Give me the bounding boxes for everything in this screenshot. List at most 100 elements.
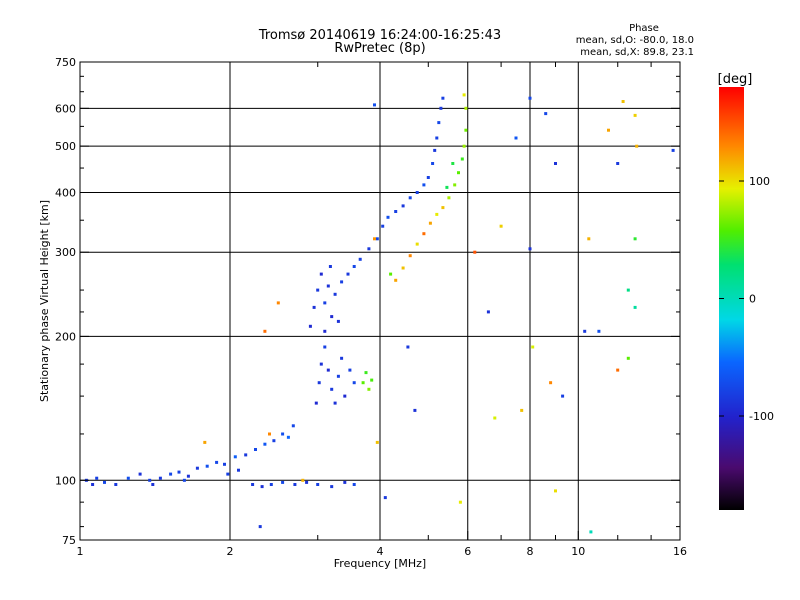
o-mode-point	[441, 96, 445, 100]
o-mode-point	[346, 272, 350, 276]
o-mode-point	[281, 480, 285, 484]
o-mode-point	[177, 470, 181, 474]
o-mode-point	[336, 319, 340, 323]
o-mode-point	[435, 136, 439, 140]
o-mode-point	[348, 368, 352, 372]
x-mode-point	[633, 305, 637, 309]
x-mode-point	[462, 144, 466, 148]
o-mode-point	[103, 480, 106, 484]
x-mode-point	[589, 530, 593, 534]
x-mode-point	[394, 278, 398, 282]
x-mode-point	[633, 113, 637, 117]
x-mode-point	[587, 237, 591, 241]
x-mode-point	[473, 250, 477, 254]
x-mode-point	[626, 356, 630, 360]
x-tick-label: 10	[571, 545, 585, 558]
o-mode-point	[583, 329, 587, 333]
o-mode-point	[343, 480, 347, 484]
o-mode-point	[671, 148, 675, 152]
o-mode-point	[226, 472, 230, 476]
x-mode-point	[370, 378, 374, 382]
o-mode-point	[215, 460, 219, 464]
o-mode-point	[375, 237, 379, 241]
o-mode-point	[408, 196, 412, 200]
o-mode-point	[326, 284, 330, 288]
y-tick-label: 300	[55, 246, 76, 259]
x-mode-point	[268, 432, 271, 436]
x-mode-point	[373, 237, 376, 241]
x-mode-point	[441, 206, 445, 210]
o-mode-point	[263, 442, 267, 446]
x-mode-point	[367, 387, 371, 391]
o-mode-point	[433, 148, 437, 152]
o-mode-point	[528, 96, 532, 100]
x-tick-label: 4	[377, 545, 384, 558]
o-mode-point	[316, 288, 320, 292]
x-mode-point	[633, 237, 637, 241]
o-mode-point	[237, 468, 240, 472]
o-mode-point	[95, 476, 99, 480]
o-mode-point	[269, 483, 273, 486]
chart-title: Tromsø 20140619 16:24:00-16:25:43	[258, 28, 501, 43]
x-mode-point	[276, 301, 280, 305]
stats-x-mode: mean, sd,X: 89.8, 23.1	[580, 47, 694, 58]
o-mode-point	[431, 162, 435, 165]
scatter-points	[84, 93, 675, 534]
x-mode-point	[458, 500, 462, 504]
o-mode-point	[91, 483, 95, 486]
o-mode-point	[340, 280, 344, 284]
o-mode-point	[260, 485, 264, 489]
o-mode-point	[195, 466, 199, 470]
x-mode-point	[301, 478, 305, 482]
o-mode-point	[383, 496, 387, 500]
o-mode-point	[367, 247, 371, 251]
o-mode-point	[333, 401, 337, 405]
x-mode-point	[616, 368, 620, 372]
o-mode-point	[312, 305, 316, 309]
x-mode-point	[447, 196, 451, 200]
o-mode-point	[114, 483, 118, 486]
o-mode-point	[293, 483, 297, 486]
o-mode-point	[616, 162, 620, 165]
x-mode-point	[549, 381, 553, 385]
o-mode-point	[319, 272, 323, 276]
y-axis-label: Stationary phase Virtual Height [km]	[38, 200, 51, 402]
o-mode-point	[381, 224, 385, 228]
colorbar-label: [deg]	[718, 72, 753, 87]
stats-o-mode: mean, sd,O: -80.0, 18.0	[576, 35, 694, 46]
x-mode-point	[457, 171, 460, 175]
o-mode-point	[514, 136, 518, 140]
x-mode-point	[203, 440, 207, 444]
o-mode-point	[223, 462, 226, 466]
o-mode-point	[333, 292, 337, 296]
o-mode-point	[254, 448, 257, 451]
y-tick-label: 600	[55, 102, 76, 115]
x-mode-point	[435, 212, 439, 216]
o-mode-point	[554, 162, 557, 165]
o-mode-point	[330, 387, 334, 391]
o-mode-point	[158, 476, 162, 480]
o-mode-point	[151, 483, 155, 486]
o-mode-point	[528, 247, 532, 251]
o-mode-point	[323, 345, 327, 349]
o-mode-point	[330, 315, 334, 319]
y-tick-label: 200	[55, 330, 76, 343]
o-mode-point	[343, 394, 347, 398]
chart-subtitle: RwPretec (8p)	[334, 41, 425, 56]
o-mode-point	[422, 183, 426, 187]
o-mode-point	[328, 265, 332, 268]
x-mode-point	[375, 440, 379, 444]
colorbar-tick-label: 0	[749, 293, 756, 306]
o-mode-point	[126, 476, 130, 480]
o-mode-point	[352, 381, 356, 385]
o-mode-point	[186, 474, 190, 478]
o-mode-point	[291, 424, 295, 428]
x-mode-point	[263, 329, 267, 333]
x-mode-point	[401, 266, 405, 270]
x-mode-point	[460, 157, 464, 161]
y-tick-label: 100	[55, 474, 76, 487]
o-mode-point	[437, 121, 441, 125]
x-mode-point	[499, 224, 503, 228]
